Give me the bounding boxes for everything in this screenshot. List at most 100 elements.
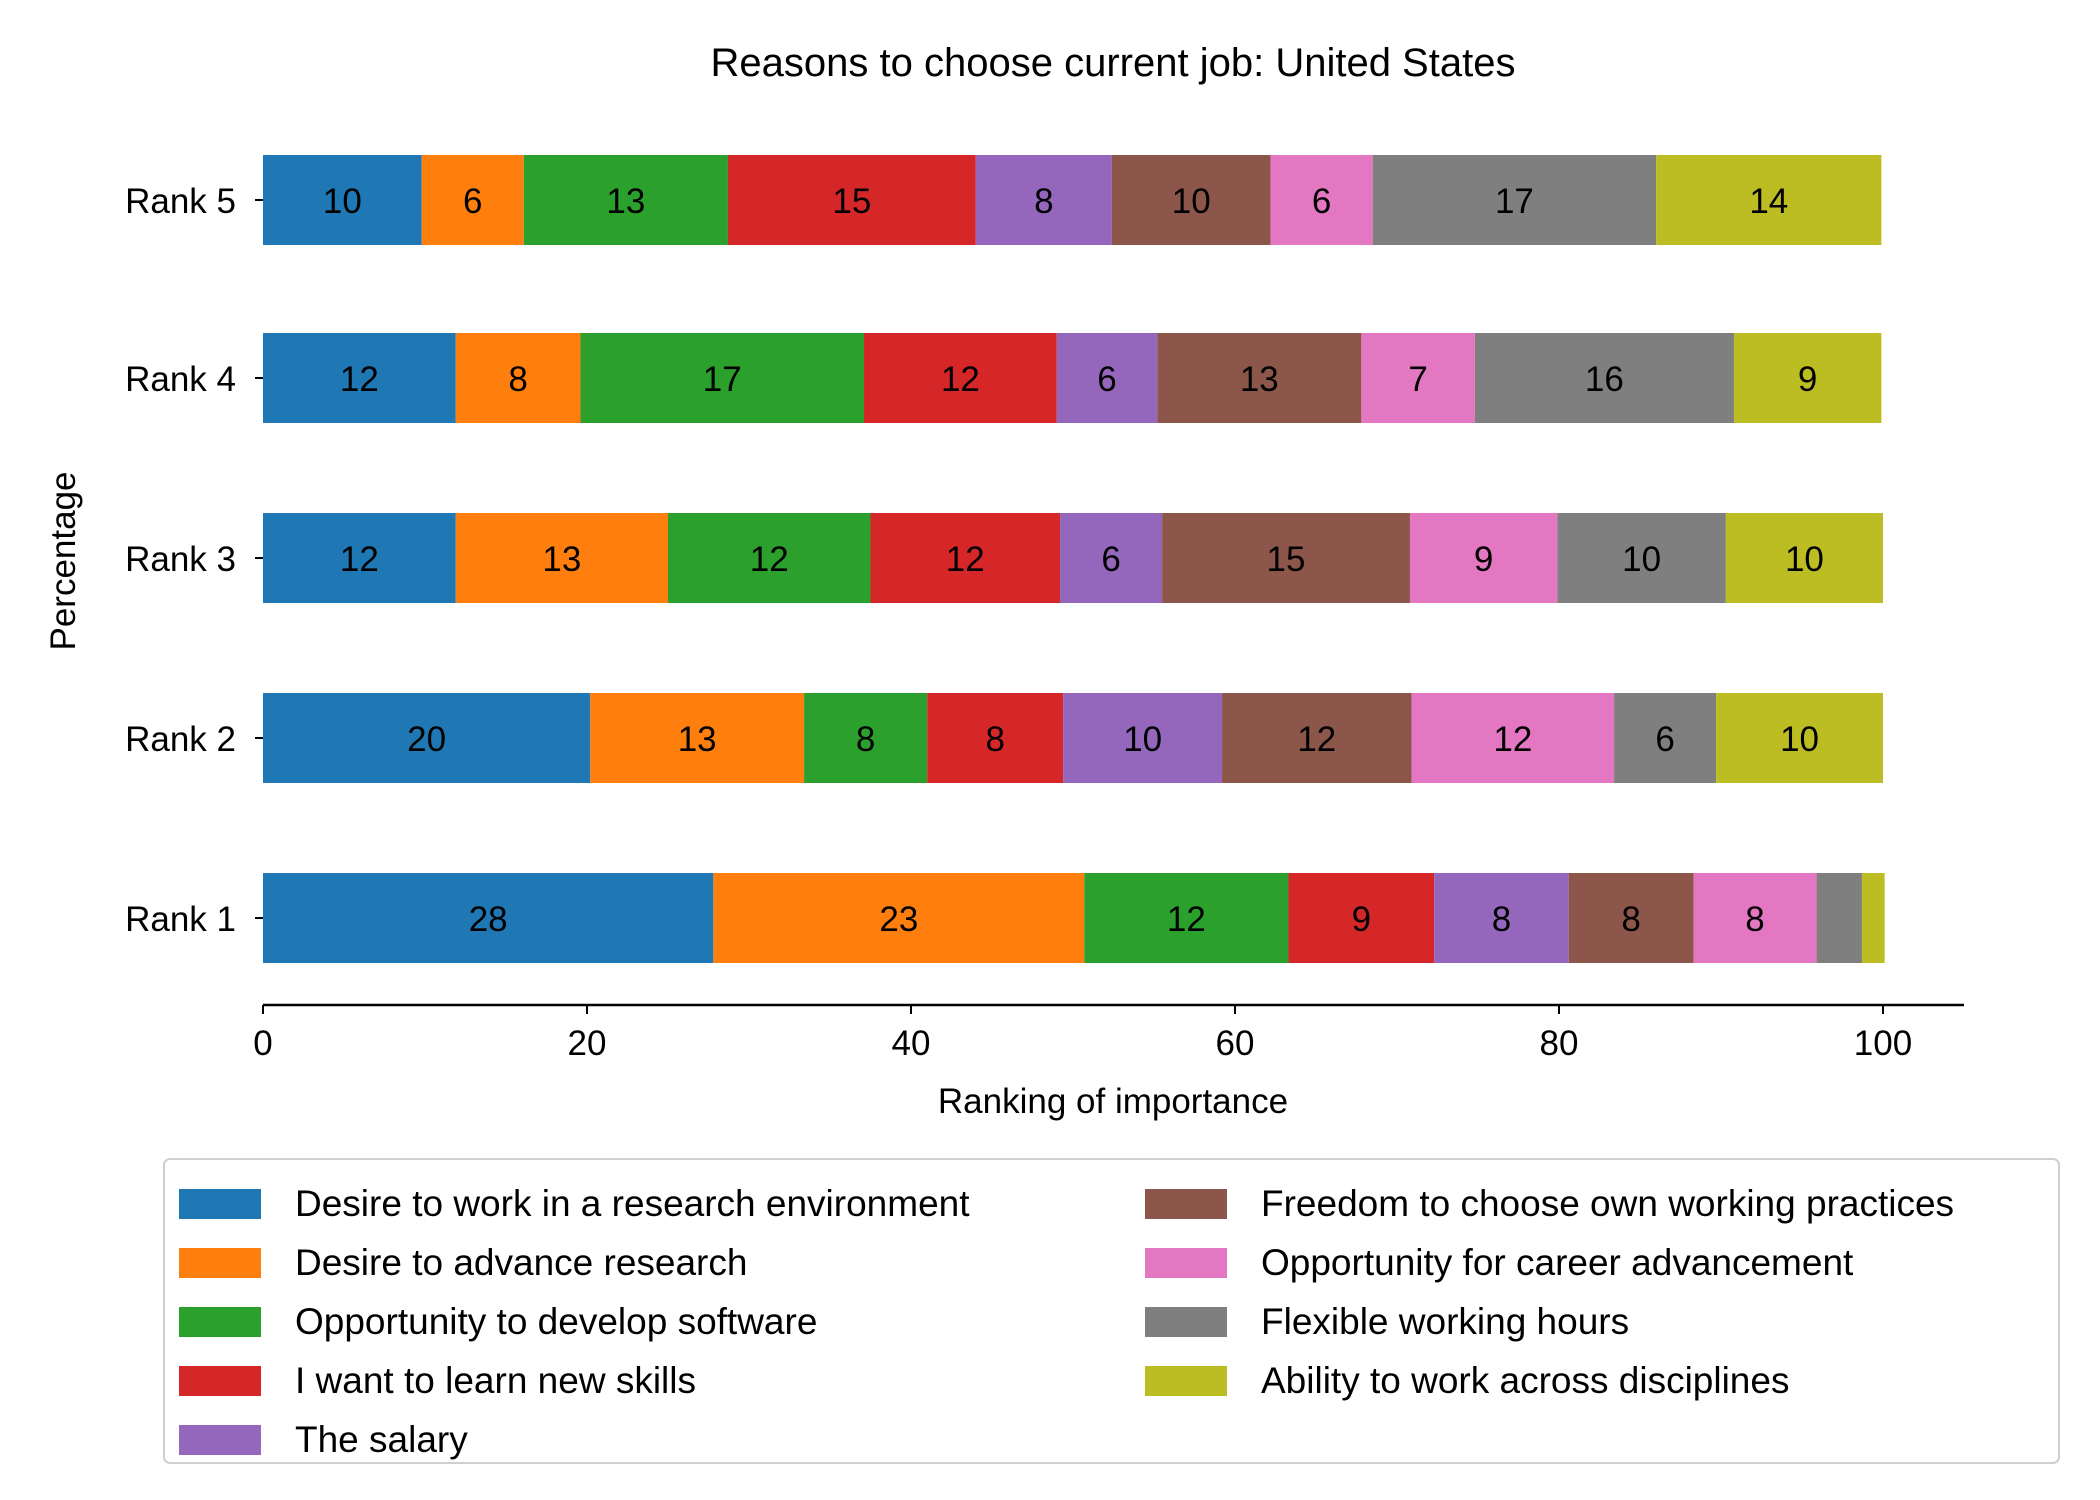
legend-item: Opportunity for career advancement (1145, 1233, 1954, 1292)
bar-segment (1111, 155, 1271, 245)
bar-segment (1474, 333, 1734, 423)
bar-segment (1372, 155, 1657, 245)
bar-segment (927, 693, 1064, 783)
bar-value-label: 12 (340, 540, 379, 579)
legend-item: Opportunity to develop software (179, 1292, 970, 1351)
legend-label: Freedom to choose own working practices (1261, 1183, 1955, 1224)
bar-value-label: 10 (1622, 540, 1661, 579)
bar-segment (727, 155, 976, 245)
legend-item: Flexible working hours (1145, 1292, 1954, 1351)
x-tick-label: 0 (253, 1024, 272, 1063)
legend: Desire to work in a research environment… (163, 1158, 2060, 1464)
x-axis-label: Ranking of importance (938, 1082, 1288, 1121)
bar-value-label: 8 (508, 360, 527, 399)
legend-label: Opportunity for career advancement (1261, 1242, 1854, 1283)
bar-value-label: 8 (986, 720, 1005, 759)
bar-segment (1557, 513, 1726, 603)
bar-value-label: 12 (340, 360, 379, 399)
bar-segment (263, 873, 714, 963)
legend-label: Flexible working hours (1261, 1301, 1630, 1342)
bar-segment (1157, 333, 1362, 423)
legend-item: Desire to advance research (179, 1233, 970, 1292)
legend-label: Ability to work across disciplines (1261, 1360, 1790, 1401)
y-axis-label: Percentage (44, 471, 83, 650)
y-tick-label: Rank 1 (125, 900, 236, 939)
bar-segment (1063, 693, 1223, 783)
bar-value-label: 6 (1655, 720, 1674, 759)
y-tick-label: Rank 4 (125, 360, 236, 399)
bar-segment (263, 693, 591, 783)
bar-value-label: 12 (1167, 900, 1206, 939)
bar-value-label: 17 (703, 360, 742, 399)
legend-swatch (179, 1424, 261, 1455)
bar-segment (455, 333, 581, 423)
legend-swatch (1145, 1247, 1227, 1278)
bar-value-label: 8 (1621, 900, 1640, 939)
chart-title: Reasons to choose current job: United St… (711, 41, 1516, 85)
bar-value-label: 6 (1097, 360, 1116, 399)
bar-value-label: 12 (941, 360, 980, 399)
bar-value-label: 10 (1780, 720, 1819, 759)
bar-value-label: 9 (1474, 540, 1493, 579)
y-tick-label: Rank 3 (125, 540, 236, 579)
bar-segment (1861, 873, 1885, 963)
bar-segment (1716, 693, 1883, 783)
bar-segment (421, 155, 524, 245)
bar-value-label: 10 (323, 182, 362, 221)
bar-segment (1411, 693, 1615, 783)
bar-segment (1568, 873, 1694, 963)
bar-value-label: 12 (1297, 720, 1336, 759)
bar-segment (1056, 333, 1158, 423)
legend-item: Freedom to choose own working practices (1145, 1174, 1954, 1233)
bar-value-label: 9 (1352, 900, 1371, 939)
bar-segment (1434, 873, 1569, 963)
bar-value-label: 20 (407, 720, 446, 759)
bar-value-label: 13 (606, 182, 645, 221)
bar-segment (1288, 873, 1435, 963)
legend-label: Desire to work in a research environment (295, 1183, 970, 1224)
bar-segment (1222, 693, 1412, 783)
bar-value-label: 6 (1101, 540, 1120, 579)
legend-swatch (179, 1365, 261, 1396)
bar-value-label: 23 (879, 900, 918, 939)
bar-segment (1162, 513, 1410, 603)
bar-value-label: 13 (678, 720, 717, 759)
bar-segment (1084, 873, 1289, 963)
bar-value-label: 15 (1267, 540, 1306, 579)
bar-value-label: 7 (1408, 360, 1427, 399)
bar-segment (713, 873, 1085, 963)
y-tick-label: Rank 2 (125, 720, 236, 759)
bar-segment (590, 693, 805, 783)
bar-value-label: 8 (1034, 182, 1053, 221)
bar-value-label: 12 (1493, 720, 1532, 759)
bar-segment (1361, 333, 1475, 423)
bar-segment (668, 513, 871, 603)
bar-value-label: 28 (469, 900, 508, 939)
bar-segment (1693, 873, 1817, 963)
bar-segment (1725, 513, 1883, 603)
legend-column-right: Freedom to choose own working practices … (1145, 1174, 1954, 1410)
x-tick-label: 20 (568, 1024, 607, 1063)
bar-value-label: 16 (1585, 360, 1624, 399)
bar-segment (455, 513, 668, 603)
legend-label: Opportunity to develop software (295, 1301, 818, 1342)
legend-item: The salary (179, 1410, 970, 1469)
bar-value-label: 8 (856, 720, 875, 759)
legend-swatch (1145, 1188, 1227, 1219)
bar-value-label: 6 (1312, 182, 1331, 221)
bar-segment (1270, 155, 1373, 245)
bar-value-label: 14 (1749, 182, 1788, 221)
bar-value-label: 8 (1745, 900, 1764, 939)
bar-value-label: 13 (542, 540, 581, 579)
bar-value-label: 15 (832, 182, 871, 221)
legend-swatch (179, 1188, 261, 1219)
legend-label: The salary (295, 1419, 468, 1460)
bar-segment (1614, 693, 1717, 783)
bar-segment (263, 513, 456, 603)
legend-label: I want to learn new skills (295, 1360, 697, 1401)
bar-segment (580, 333, 865, 423)
legend-swatch (1145, 1365, 1227, 1396)
bar-segment (975, 155, 1112, 245)
bar-value-label: 17 (1495, 182, 1534, 221)
